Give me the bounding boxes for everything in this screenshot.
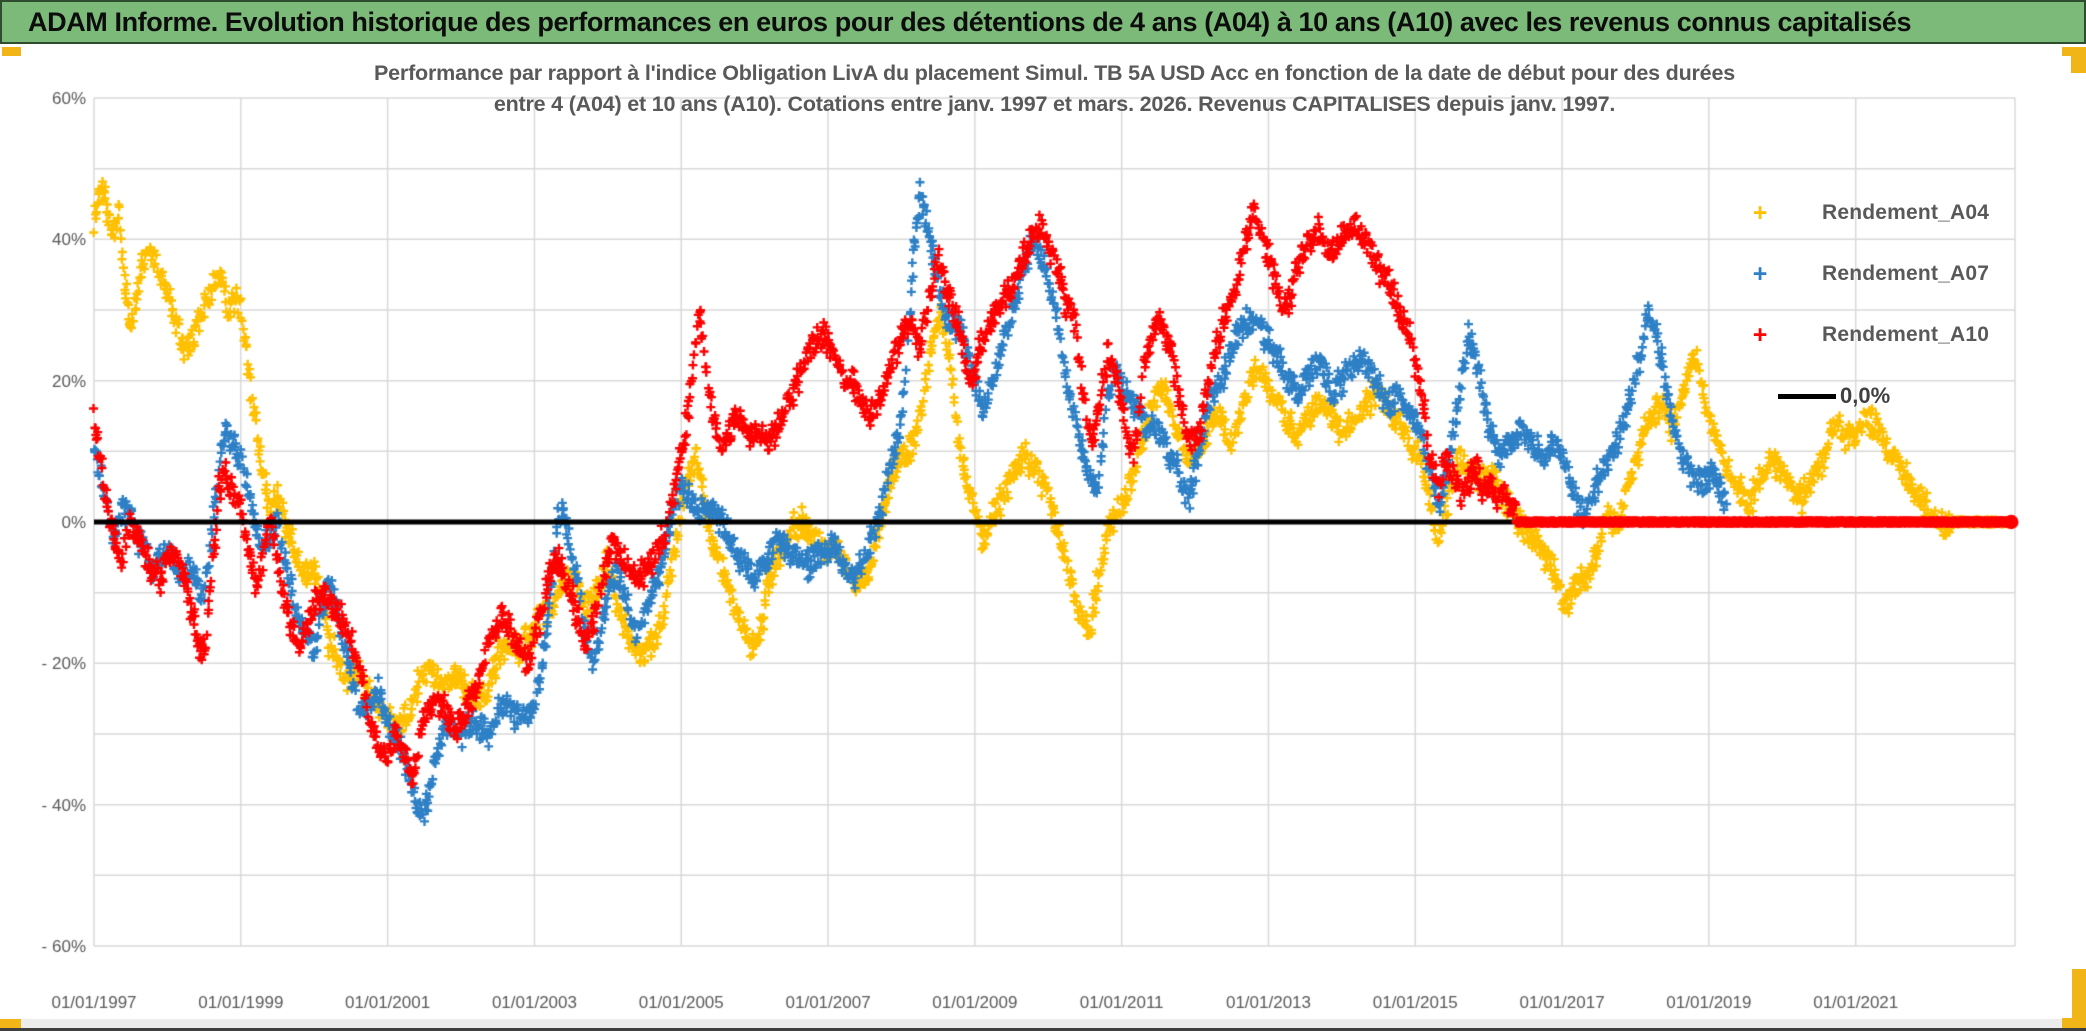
zero-line-swatch-icon [1778,393,1836,399]
chart-title-line2: entre 4 (A04) et 10 ans (A10). Cotations… [493,92,1616,116]
chart-title-line1: Performance par rapport à l'indice Oblig… [374,61,1735,85]
legend-label: Rendement_A04 [1822,201,1990,224]
plus-marker-icon: + [1752,321,1768,349]
plus-marker-icon: + [1752,260,1768,288]
legend-item-rendement-a10: + Rendement_A10 [1742,320,1989,350]
legend-label: Rendement_A10 [1822,323,1990,346]
legend-item-rendement-a04: + Rendement_A04 [1742,198,1989,228]
legend-item-zero-line: 0,0% [1742,381,1890,411]
legend-label: Rendement_A07 [1822,262,1990,285]
legend-label: 0,0% [1840,383,1891,408]
legend-item-rendement-a07: + Rendement_A07 [1742,259,1989,289]
plus-marker-icon: + [1752,199,1768,227]
chart-title: Performance par rapport à l'indice Oblig… [94,58,2015,120]
